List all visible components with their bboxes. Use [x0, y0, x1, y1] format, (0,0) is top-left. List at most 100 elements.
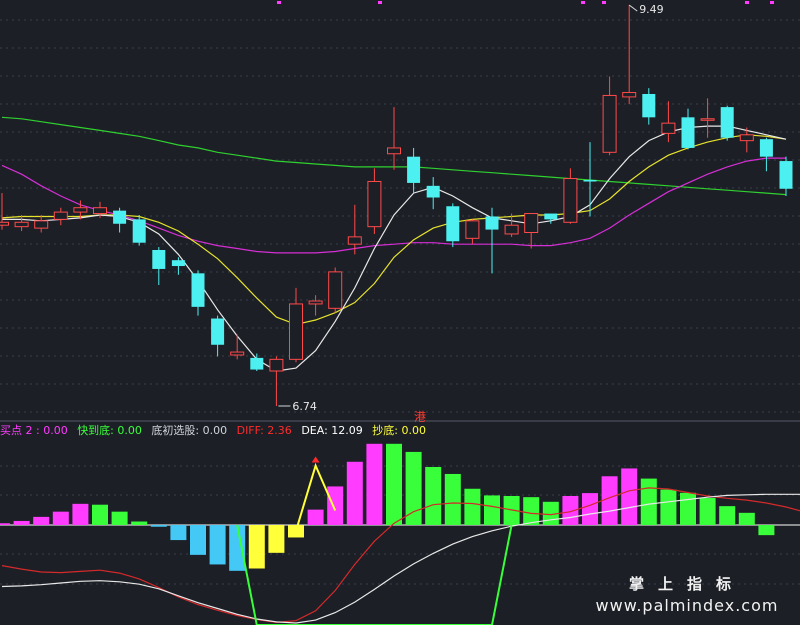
indicator-bar — [640, 478, 657, 525]
candle-body — [622, 92, 637, 98]
candle-body — [387, 147, 401, 155]
candle-body — [504, 224, 519, 235]
ma-yellow-line — [1, 134, 787, 326]
candle-body — [465, 220, 480, 239]
diff-line — [1, 487, 800, 624]
indicator-bar — [582, 493, 598, 525]
candle-body — [661, 122, 676, 134]
watermark-cn: 掌上指标 — [628, 575, 745, 593]
top-marker-2 — [581, 1, 585, 4]
indicator-bar — [523, 497, 540, 525]
indicator-bar — [170, 525, 187, 541]
indicator-bar — [621, 468, 638, 525]
indicator-bar — [425, 467, 442, 525]
indicator-bar — [229, 525, 246, 571]
legend-chaodi: 抄底: 0.00 — [372, 424, 426, 437]
bottom-signal-line — [236, 524, 513, 625]
candle-body — [563, 178, 578, 223]
indicator-bar — [248, 525, 265, 569]
candle-body — [720, 107, 734, 138]
watermark: 掌上指标 www.palmindex.com — [582, 573, 792, 615]
indicator-bar — [0, 523, 10, 525]
moving-average-lines — [1, 116, 787, 372]
candle-body — [132, 219, 146, 243]
candle-body — [426, 185, 440, 198]
candle-body — [524, 213, 539, 233]
indicator-bar — [346, 461, 363, 525]
price-annotations: 9.49 6.74 — [278, 3, 664, 413]
candle-body — [191, 273, 205, 307]
indicator-bar — [660, 489, 677, 525]
indicator-bar — [52, 511, 69, 525]
indicator-bar — [719, 506, 736, 525]
indicator-bar — [601, 476, 618, 525]
dea-line — [1, 493, 800, 624]
top-marker-5 — [770, 1, 774, 4]
candle-body — [544, 213, 558, 220]
candle-body — [73, 207, 88, 213]
candle-body — [583, 180, 597, 182]
indicator-bar — [131, 521, 148, 525]
indicator-bar — [444, 473, 461, 525]
candle-body — [230, 351, 245, 356]
candle-body — [328, 271, 343, 309]
indicator-bar — [209, 525, 226, 565]
watermark-url: www.palmindex.com — [595, 596, 779, 615]
candle-body — [250, 357, 264, 370]
candle-body — [367, 180, 382, 228]
high-label: 9.49 — [639, 3, 664, 16]
candle-body — [113, 210, 127, 224]
indicator-bar — [366, 443, 383, 525]
indicator-bar — [13, 520, 30, 525]
candle-body — [53, 211, 68, 220]
candle-body — [347, 236, 362, 245]
indicator-bar — [307, 509, 324, 525]
indicator-legend: 买点 2 : 0.00 快到底: 0.00 底初选股: 0.00 DIFF: 2… — [0, 423, 800, 439]
top-markers — [277, 1, 774, 4]
indicator-bar — [405, 451, 422, 525]
candle-body — [739, 134, 754, 142]
indicator-bar — [484, 495, 500, 525]
indicator-bar — [111, 511, 128, 525]
indicator-bar — [92, 504, 108, 525]
candle-body — [93, 207, 107, 215]
candle-body — [14, 221, 29, 228]
candle-body — [759, 139, 773, 157]
indicator-bar — [268, 525, 285, 553]
candle-body — [700, 118, 715, 121]
low-label: 6.74 — [292, 400, 317, 413]
indicator-panel — [0, 443, 800, 625]
candlestick-series — [0, 5, 793, 406]
candle-body — [446, 206, 460, 242]
legend-dea: DEA: 12.09 — [301, 424, 363, 437]
legend-diff: DIFF: 2.36 — [236, 424, 292, 437]
top-marker-3 — [602, 1, 606, 4]
indicator-bar — [190, 525, 206, 555]
candle-body — [269, 358, 284, 372]
indicator-bar — [738, 512, 755, 525]
ma-magenta-line — [1, 157, 786, 254]
top-marker-1 — [378, 1, 382, 4]
legend-bottom-select: 底初选股: 0.00 — [151, 424, 228, 437]
buy-signal-line — [295, 462, 337, 532]
candle-body — [308, 300, 323, 305]
indicator-bar — [464, 488, 481, 525]
indicator-bar — [680, 492, 696, 525]
candle-body — [211, 318, 225, 345]
ma-white-line — [2, 125, 787, 372]
candle-body — [171, 260, 185, 267]
top-marker-4 — [745, 1, 749, 4]
high-arrow — [628, 4, 638, 12]
top-marker-0 — [277, 1, 281, 4]
hk-marker: 港 — [414, 410, 427, 424]
indicator-bar — [150, 525, 167, 527]
indicator-bar — [33, 516, 50, 525]
candle-body — [34, 220, 49, 229]
candle-body — [152, 249, 166, 269]
indicator-bar — [699, 498, 716, 525]
buy-arrow-icon — [311, 456, 320, 463]
legend-buy2: 买点 2 : 0.00 — [0, 424, 68, 437]
indicator-bar — [386, 443, 402, 525]
indicator-bar — [758, 525, 775, 536]
